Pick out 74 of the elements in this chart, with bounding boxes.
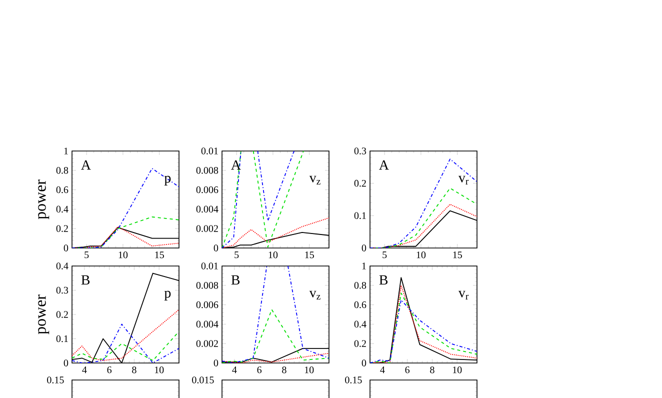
- annotation: v$_{z}$: [309, 290, 320, 300]
- y-tick-label: 0.6: [354, 301, 366, 308]
- x-tick-label: 5: [84, 252, 89, 258]
- x-tick-label: 5: [234, 252, 239, 258]
- y-tick-label: 0.4: [56, 262, 68, 270]
- annotation: A: [231, 160, 241, 170]
- annotation: p: [164, 176, 171, 186]
- y-tick-label: 0.3: [56, 286, 68, 294]
- y-tick-label: 0.002: [196, 225, 218, 232]
- annotation: B: [379, 275, 388, 285]
- x-tick-label: 10: [268, 252, 278, 258]
- x-tick-label: 4: [82, 366, 87, 374]
- y-tick-label: 0.002: [196, 340, 218, 347]
- annotation: B: [231, 275, 240, 285]
- x-tick-label: 10: [452, 366, 462, 374]
- text: 0.15: [47, 376, 64, 384]
- y-tick-label: 0: [362, 244, 366, 252]
- annotation: A: [81, 160, 91, 170]
- y-tick-label: 0.8: [354, 282, 366, 289]
- y-tick-label: 0.006: [196, 301, 218, 308]
- y-tick-label: 0.2: [354, 340, 366, 347]
- y-tick-label: 0: [362, 360, 366, 366]
- x-tick-label: 10: [154, 366, 164, 374]
- text: 0.15: [345, 376, 362, 384]
- annotation: v$_{r}$: [458, 290, 469, 300]
- y-tick-label: 0.008: [196, 166, 218, 174]
- line-series: [72, 324, 179, 363]
- y-tick-label: 0.1: [56, 335, 68, 342]
- x-tick-label: 10: [304, 366, 314, 374]
- annotation: v$_{z}$: [309, 176, 320, 184]
- y-tick-label: 0.1: [354, 212, 366, 220]
- y-tick-label: 0.01: [201, 262, 218, 270]
- y-tick-label: 1: [64, 148, 68, 154]
- text: 0.015: [192, 376, 214, 384]
- x-tick-label: 8: [132, 366, 136, 374]
- line-series: [72, 309, 179, 362]
- x-tick-label: 5: [382, 252, 387, 258]
- y-tick-label: 0: [64, 360, 68, 366]
- x-tick-label: 4: [232, 366, 237, 374]
- line-series: [72, 331, 179, 362]
- y-tick-label: 0.4: [56, 206, 68, 213]
- y-tick-label: 0.008: [196, 282, 218, 289]
- x-tick-label: 4: [380, 366, 385, 374]
- y-tick-label: 1: [362, 262, 366, 270]
- x-tick-label: 8: [430, 366, 434, 374]
- x-tick-label: 6: [107, 366, 112, 374]
- y-tick-label: 0.01: [201, 148, 218, 154]
- y-tick-label: 0.2: [354, 180, 366, 187]
- y-tick-label: 0.004: [196, 320, 218, 328]
- y-tick-label: 0.004: [196, 206, 218, 213]
- x-tick-label: 15: [155, 252, 164, 258]
- annotation: v$_{r}$: [458, 176, 469, 184]
- y-tick-label: 0.3: [354, 148, 366, 154]
- y-tick-label: 0: [214, 244, 218, 252]
- y-tick-label: 0.4: [354, 320, 366, 328]
- y-tick-label: 0: [214, 360, 218, 366]
- x-tick-label: 10: [416, 252, 426, 258]
- y-tick-label: 0: [64, 244, 68, 252]
- x-tick-label: 6: [257, 366, 262, 374]
- y-tick-label: 0.6: [56, 186, 68, 194]
- y-axis-title: power: [38, 180, 50, 220]
- annotation: p: [164, 290, 171, 300]
- annotation: A: [379, 160, 389, 170]
- x-tick-label: 8: [282, 366, 286, 374]
- y-tick-label: 0.8: [56, 166, 68, 174]
- x-tick-label: 10: [118, 252, 128, 258]
- y-tick-label: 0.006: [196, 186, 218, 194]
- x-tick-label: 6: [405, 366, 410, 374]
- y-tick-label: 0.2: [56, 225, 68, 232]
- x-tick-label: 15: [305, 252, 314, 258]
- y-tick-label: 0.2: [56, 311, 68, 318]
- x-tick-label: 15: [453, 252, 462, 258]
- y-axis-title: power: [38, 294, 50, 334]
- annotation: B: [81, 275, 90, 285]
